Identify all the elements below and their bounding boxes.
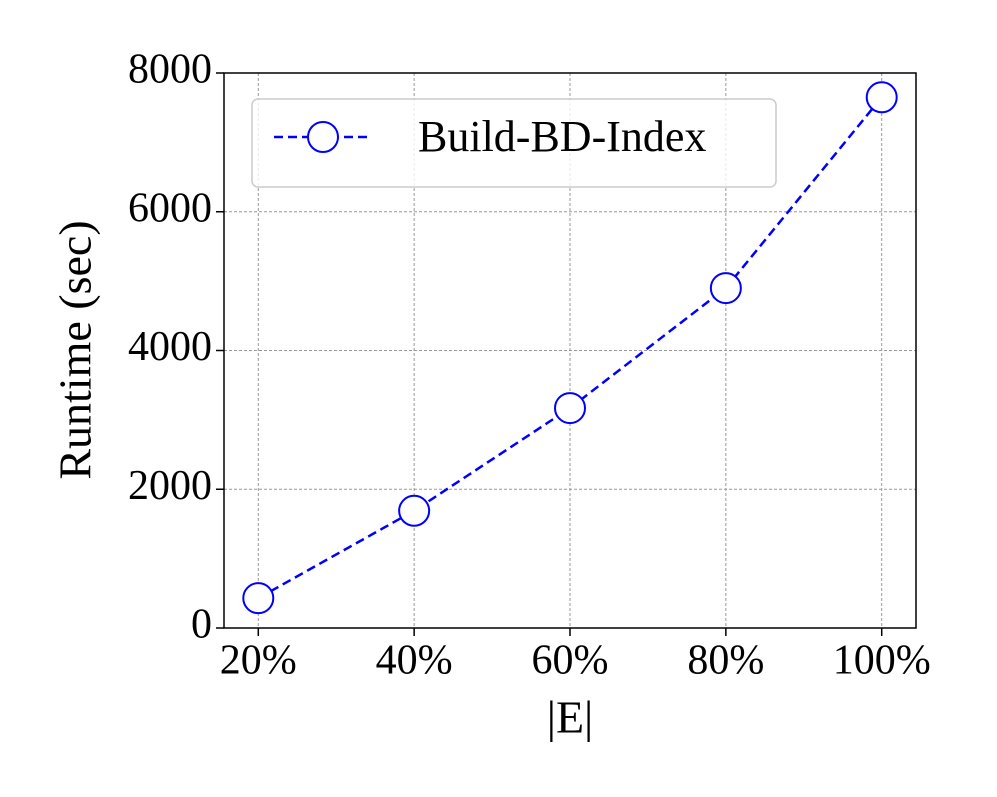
y-axis-label: Runtime (sec)	[50, 220, 101, 479]
x-tick-label: 100%	[833, 638, 931, 684]
legend-marker	[307, 121, 339, 153]
x-tick-label: 80%	[687, 638, 764, 684]
y-tick-label: 2000	[128, 463, 212, 509]
marker	[865, 81, 898, 114]
x-axis-label: |E|	[547, 692, 594, 743]
plot-frame	[223, 72, 917, 629]
marker	[398, 494, 431, 527]
marker	[554, 392, 586, 425]
y-tick-label: 8000	[128, 47, 212, 93]
marker	[709, 272, 742, 305]
y-tick-label: 0	[191, 602, 212, 648]
legend-box	[251, 98, 777, 188]
x-tick-label: 40%	[376, 638, 453, 684]
marker	[242, 582, 275, 615]
x-tick-label: 60%	[532, 638, 609, 684]
y-tick-label: 6000	[128, 185, 212, 231]
x-tick-label: 20%	[220, 638, 297, 684]
legend-label: Build-BD-Index	[418, 112, 706, 161]
y-tick-label: 4000	[128, 324, 212, 370]
